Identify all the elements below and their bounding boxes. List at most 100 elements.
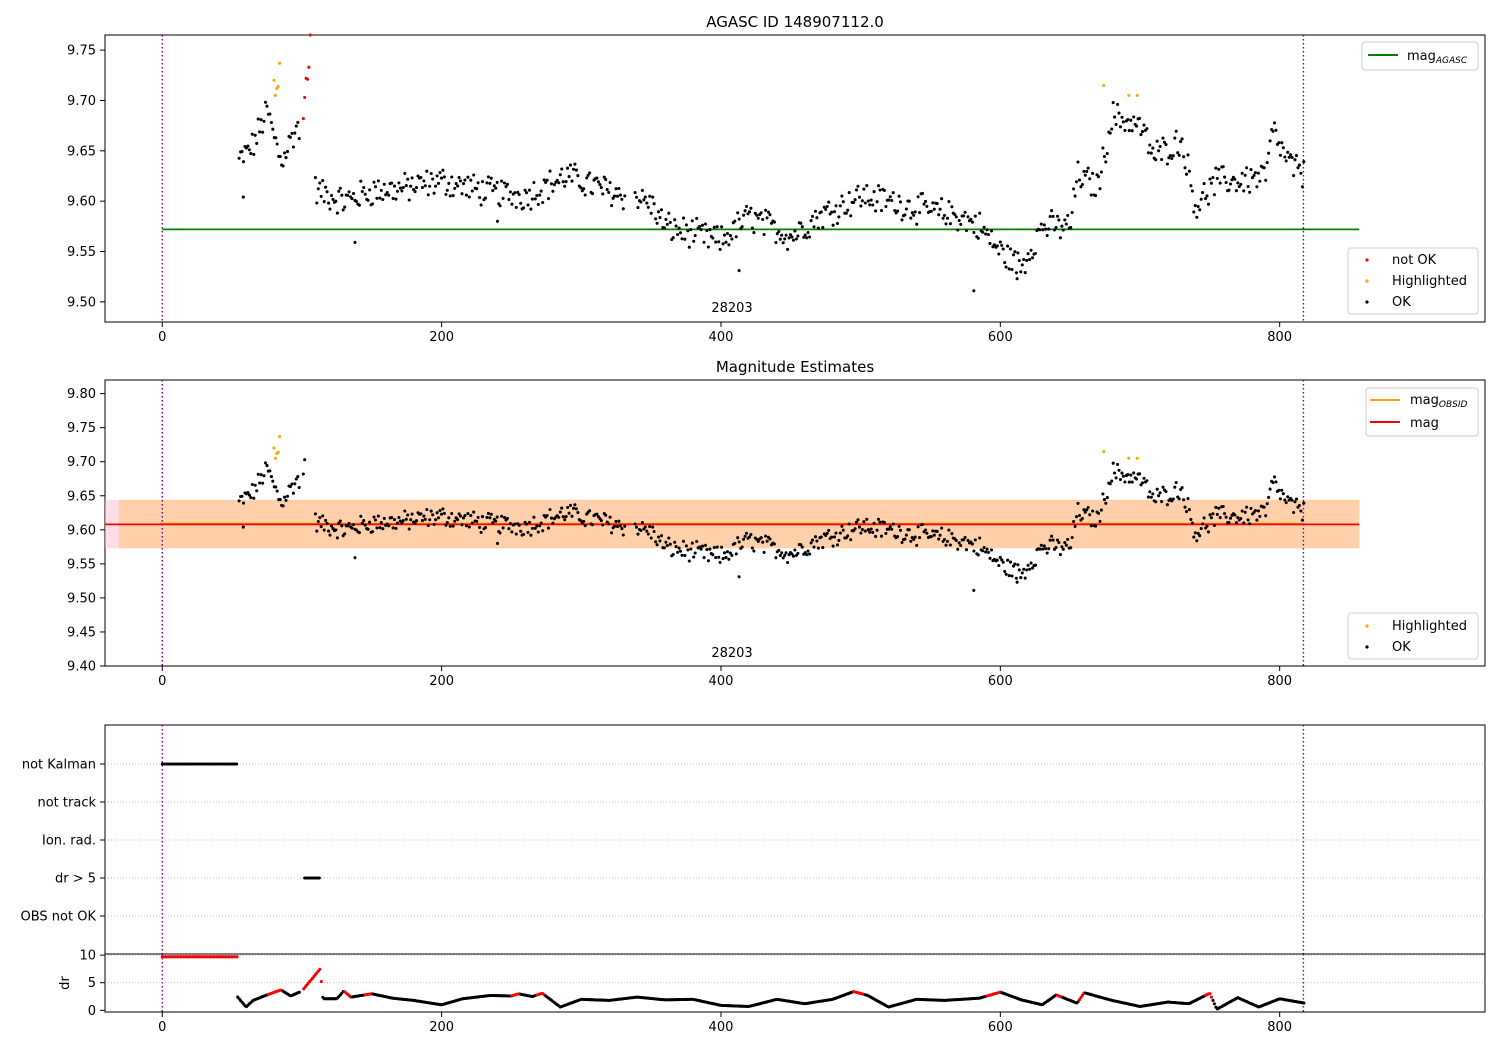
ok-point <box>296 474 300 479</box>
ok-point <box>1271 129 1275 133</box>
ok-point <box>1088 513 1092 517</box>
ok-point <box>359 179 363 183</box>
ok-point <box>563 184 567 188</box>
ok-point <box>1174 129 1178 133</box>
ok-point <box>252 496 256 500</box>
ok-point <box>275 489 279 493</box>
ok-point <box>403 509 407 513</box>
ok-point <box>897 194 901 198</box>
ok-point <box>743 209 747 213</box>
ok-point <box>407 527 411 531</box>
ok-point <box>1111 101 1115 105</box>
ok-point <box>909 539 913 543</box>
ok-point <box>744 531 749 535</box>
ok-point <box>956 228 960 232</box>
ok-point <box>1001 247 1005 251</box>
ok-point <box>261 130 265 134</box>
ok-point <box>689 227 693 232</box>
ok-point <box>1293 500 1297 504</box>
ok-point <box>542 178 546 182</box>
ok-point <box>722 551 727 555</box>
ok-point <box>261 481 265 485</box>
ok-point <box>1096 511 1101 515</box>
ok-point <box>1026 563 1030 567</box>
ok-point <box>803 233 807 237</box>
ok-point <box>353 556 357 560</box>
ok-point <box>937 213 941 217</box>
magnitude-legend-bottom: Highlighted OK <box>1347 612 1479 660</box>
ok-point <box>891 191 895 195</box>
y-tick-label: 9.55 <box>67 245 96 260</box>
ok-point <box>483 196 488 200</box>
ok-point <box>1029 248 1033 252</box>
ok-point <box>944 222 948 226</box>
ok-point <box>385 191 389 195</box>
ok-point <box>485 181 489 185</box>
ok-point <box>712 225 716 229</box>
ok-point <box>888 525 892 529</box>
flag-category-label: Ion. rad. <box>42 834 96 849</box>
flags-panel: not Kalman not track Ion. rad. dr > 5 OBS no… <box>21 724 1486 955</box>
ok-point <box>684 223 688 227</box>
ok-point <box>315 529 319 533</box>
ok-point <box>1123 128 1127 132</box>
ok-point <box>981 230 985 234</box>
ok-point <box>363 523 367 527</box>
ok-point <box>1077 513 1082 518</box>
x-tick-label: 200 <box>429 674 454 689</box>
agasc-legend-bottom: not OK Highlighted OK <box>1347 247 1479 315</box>
ok-point <box>1080 516 1084 521</box>
y-tick-label: 9.80 <box>67 387 96 402</box>
ok-point <box>891 522 895 526</box>
ok-point <box>1041 228 1045 232</box>
ok-point <box>360 521 364 525</box>
ok-point <box>1271 480 1275 485</box>
ok-point <box>1248 190 1252 194</box>
ok-point <box>784 551 788 555</box>
not-ok-point <box>301 117 305 121</box>
ok-point <box>720 225 724 229</box>
ok-point <box>445 188 449 192</box>
ok-point <box>1183 505 1187 509</box>
ok-point <box>1234 189 1238 193</box>
ok-point <box>1149 151 1153 155</box>
ok-point <box>557 181 561 185</box>
dr-x-ticks: 0 200 400 600 800 <box>158 1012 1292 1035</box>
ok-point <box>984 232 988 236</box>
ok-point <box>275 142 279 146</box>
ok-point <box>737 540 741 544</box>
ok-point <box>480 515 485 519</box>
ok-point <box>835 543 840 547</box>
ok-point <box>728 551 732 555</box>
ok-point <box>522 206 526 210</box>
agasc-x-ticks: 0 200 400 600 800 <box>158 322 1292 345</box>
ok-point <box>1199 526 1203 531</box>
ok-point <box>489 512 493 516</box>
ok-point <box>1242 189 1246 193</box>
ok-point <box>447 516 451 520</box>
ok-point <box>940 526 944 530</box>
ok-point <box>439 512 444 516</box>
ok-point <box>1157 494 1161 498</box>
ok-point <box>357 531 361 535</box>
ok-point <box>426 193 430 197</box>
ok-point <box>778 237 782 241</box>
ok-point <box>290 482 294 486</box>
ok-point <box>762 232 766 237</box>
ok-point <box>1252 173 1256 178</box>
ok-point <box>705 548 709 552</box>
ok-point <box>253 483 257 487</box>
ok-point <box>1118 125 1123 129</box>
ok-point <box>395 189 400 193</box>
ok-point <box>860 528 864 532</box>
dr-red-point <box>1209 995 1214 999</box>
ok-point <box>546 526 551 530</box>
ok-point <box>915 543 919 547</box>
x-tick-label: 400 <box>709 330 734 345</box>
ok-point <box>1224 180 1228 185</box>
ok-point <box>1127 129 1131 133</box>
ok-point <box>695 539 699 544</box>
ok-point <box>1223 512 1227 516</box>
ok-point <box>1184 172 1189 176</box>
magnitude-panel: Magnitude Estimates 0 200 400 600 800 9.409.… <box>67 358 1486 689</box>
